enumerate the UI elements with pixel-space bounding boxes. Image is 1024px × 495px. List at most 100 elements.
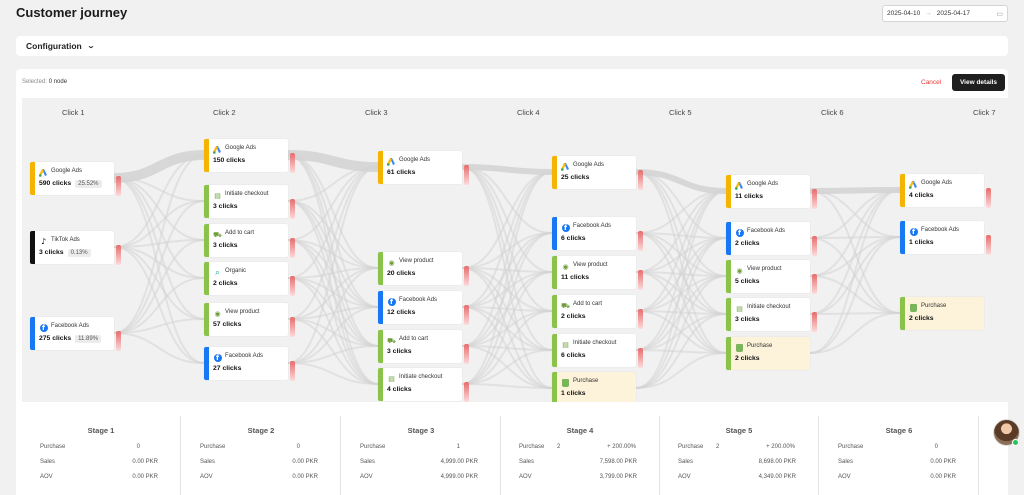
node-value: 3 clicks bbox=[213, 242, 238, 249]
journey-node[interactable]: ◉ View product 20 clicks bbox=[378, 252, 462, 285]
flow-link bbox=[287, 166, 379, 364]
cancel-button[interactable]: Cancel bbox=[921, 79, 942, 86]
journey-node[interactable]: Purchase 2 clicks bbox=[726, 337, 810, 370]
dropoff-indicator bbox=[638, 231, 643, 251]
journey-node[interactable]: ▤ Initiate checkout 3 clicks bbox=[204, 185, 288, 218]
node-value: 4 clicks bbox=[909, 192, 934, 199]
journey-node[interactable]: Google Ads 150 clicks bbox=[204, 139, 288, 172]
journey-node[interactable]: ▤ Initiate checkout 6 clicks bbox=[552, 334, 636, 367]
node-value: 1 clicks bbox=[909, 239, 934, 246]
view-details-button[interactable]: View details bbox=[952, 74, 1005, 91]
cart-icon: ⛟ bbox=[387, 336, 396, 345]
stage-row-label: Purchase bbox=[838, 444, 864, 450]
eye-icon: ◉ bbox=[735, 266, 744, 275]
journey-node[interactable]: Google Ads 25 clicks bbox=[552, 156, 636, 189]
node-color-bar bbox=[900, 297, 905, 330]
date-range-picker[interactable]: 2025-04-10 → 2025-04-17 ▭ bbox=[882, 5, 1008, 22]
stage-row-value: 7,598.00 PKR bbox=[599, 459, 637, 465]
journey-node[interactable]: Google Ads 11 clicks bbox=[726, 175, 810, 208]
stage-column: Stage 5 Purchase 2 + 200.00% Sales 8,698.00 P… bbox=[660, 416, 819, 495]
journey-node[interactable]: ◉ View product 11 clicks bbox=[552, 256, 636, 289]
stage-row-value: 3,799.00 PKR bbox=[599, 474, 637, 480]
flow-link bbox=[287, 154, 379, 308]
stage-summary: Stage 1 Purchase 0 Sales 0.00 PKR AOV 0.00 PKR… bbox=[22, 416, 1008, 495]
journey-node[interactable]: Purchase 2 clicks bbox=[900, 297, 984, 330]
calendar-icon: ▭ bbox=[996, 10, 1003, 18]
checkout-icon: ▤ bbox=[213, 191, 222, 200]
node-name: Google Ads bbox=[51, 168, 83, 174]
stage-row-value: 0.00 PKR bbox=[132, 459, 158, 465]
node-name: Facebook Ads bbox=[51, 323, 90, 329]
node-name: Purchase bbox=[573, 378, 599, 384]
journey-node[interactable]: f Facebook Ads 27 clicks bbox=[204, 347, 288, 380]
stage-row-value: 2 bbox=[557, 444, 561, 450]
journey-node[interactable]: ▤ Initiate checkout 3 clicks bbox=[726, 298, 810, 331]
node-color-bar bbox=[552, 372, 557, 402]
stage-row-sales: Sales 0.00 PKR bbox=[22, 459, 180, 469]
journey-node[interactable]: Google Ads 590 clicks 25.52% bbox=[30, 162, 114, 195]
journey-node[interactable]: f Facebook Ads 1 clicks bbox=[900, 221, 984, 254]
journey-node[interactable]: ◉ View product 57 clicks bbox=[204, 303, 288, 336]
node-name: View product bbox=[747, 266, 782, 272]
google-ads-icon bbox=[39, 168, 48, 177]
configuration-toggle[interactable]: Configuration ⌄ bbox=[16, 36, 1008, 56]
flow-link bbox=[287, 362, 379, 385]
facebook-icon: f bbox=[39, 323, 48, 332]
stage-row-purchase: Purchase 0 bbox=[182, 444, 340, 454]
journey-node[interactable]: f Facebook Ads 6 clicks bbox=[552, 217, 636, 250]
journey-node[interactable]: f Facebook Ads 2 clicks bbox=[726, 222, 810, 255]
column-header-1: Click 1 bbox=[62, 108, 85, 117]
stage-row-value: 2 bbox=[716, 444, 720, 450]
node-name: Google Ads bbox=[573, 162, 605, 168]
journey-node[interactable]: ♪ TikTok Ads 3 clicks 0.13% bbox=[30, 231, 114, 264]
stage-row-value: 0 bbox=[934, 444, 938, 450]
stage-row-label: Purchase bbox=[40, 444, 66, 450]
journey-node[interactable]: Google Ads 61 clicks bbox=[378, 151, 462, 184]
journey-node[interactable]: Google Ads 4 clicks bbox=[900, 174, 984, 207]
journey-node[interactable]: ▤ Initiate checkout 4 clicks bbox=[378, 368, 462, 401]
journey-node[interactable]: f Facebook Ads 12 clicks bbox=[378, 291, 462, 324]
journey-node[interactable]: ⛟ Add to cart 3 clicks bbox=[204, 224, 288, 257]
flow-link bbox=[113, 177, 205, 320]
node-color-bar bbox=[726, 298, 731, 331]
flow-link bbox=[635, 190, 727, 273]
online-status-dot bbox=[1012, 439, 1019, 446]
stage-row-label: Sales bbox=[678, 459, 694, 465]
stage-row-label: Purchase bbox=[519, 444, 545, 450]
stage-row-value: 0.00 PKR bbox=[930, 474, 956, 480]
stage-row-purchase: Purchase 2 + 200.00% bbox=[660, 444, 818, 454]
flow-link bbox=[113, 332, 205, 364]
node-value: 2 clicks bbox=[735, 240, 760, 247]
stage-row-value: 4,999.00 PKR bbox=[440, 459, 478, 465]
journey-node[interactable]: ◉ View product 5 clicks bbox=[726, 260, 810, 293]
stage-row-value: 0.00 PKR bbox=[292, 474, 318, 480]
configuration-label: Configuration bbox=[26, 41, 82, 51]
node-color-bar bbox=[204, 139, 209, 172]
selected-value: 0 node bbox=[48, 79, 68, 85]
stage-row-value: 0.00 PKR bbox=[292, 459, 318, 465]
node-percent-badge: 11.89% bbox=[75, 335, 102, 343]
stage-row-aov: AOV 0.00 PKR bbox=[182, 474, 340, 484]
journey-node[interactable]: ⛟ Add to cart 2 clicks bbox=[552, 295, 636, 328]
node-name: Initiate checkout bbox=[747, 304, 791, 310]
journey-node[interactable]: ⛟ Add to cart 3 clicks bbox=[378, 330, 462, 363]
flow-link bbox=[461, 271, 553, 385]
flow-link bbox=[287, 239, 379, 269]
stage-row-value: 0.00 PKR bbox=[132, 474, 158, 480]
journey-node[interactable]: ⌕ Organic 2 clicks bbox=[204, 262, 288, 295]
page-title: Customer journey bbox=[16, 5, 128, 20]
flow-link bbox=[635, 237, 727, 273]
google-ads-icon bbox=[387, 157, 396, 166]
journey-node[interactable]: f Facebook Ads 275 clicks 11.89% bbox=[30, 317, 114, 350]
stage-row-purchase: Purchase 1 bbox=[342, 444, 500, 454]
flow-link bbox=[461, 383, 553, 389]
stage-row-label: AOV bbox=[360, 474, 373, 480]
node-color-bar bbox=[726, 260, 731, 293]
stage-title: Stage 3 bbox=[407, 426, 435, 435]
cart-glyph: ⛟ bbox=[387, 336, 396, 345]
dropoff-indicator bbox=[812, 236, 817, 256]
shopify-glyph bbox=[910, 303, 917, 312]
journey-node[interactable]: Purchase 1 clicks bbox=[552, 372, 636, 402]
dropoff-indicator bbox=[638, 170, 643, 190]
google-ads-icon bbox=[561, 162, 570, 171]
